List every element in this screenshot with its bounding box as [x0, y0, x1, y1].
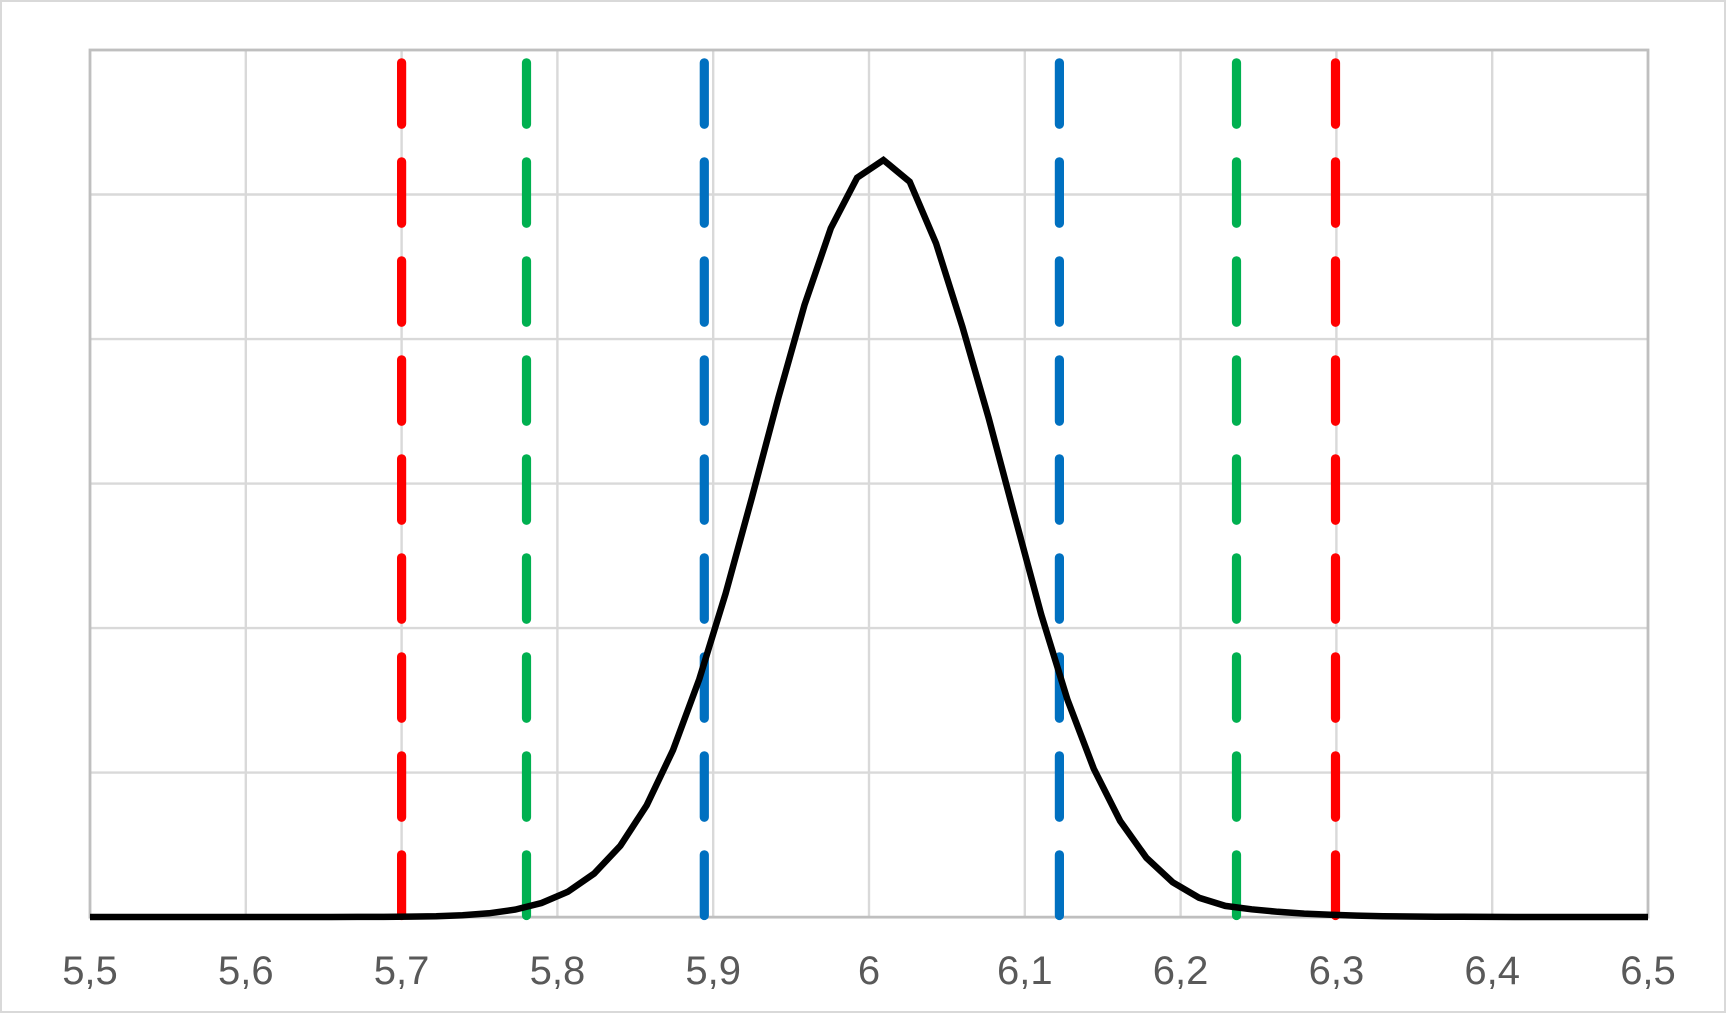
svg-text:6,5: 6,5	[1620, 949, 1676, 993]
svg-text:5,9: 5,9	[685, 949, 741, 993]
svg-text:6,3: 6,3	[1308, 949, 1364, 993]
svg-text:5,5: 5,5	[62, 949, 118, 993]
svg-text:6,4: 6,4	[1464, 949, 1520, 993]
svg-text:6: 6	[857, 949, 879, 993]
svg-text:5,6: 5,6	[217, 949, 273, 993]
svg-text:5,8: 5,8	[529, 949, 585, 993]
svg-text:6,2: 6,2	[1152, 949, 1208, 993]
svg-text:6,1: 6,1	[996, 949, 1052, 993]
svg-text:5,7: 5,7	[373, 949, 429, 993]
